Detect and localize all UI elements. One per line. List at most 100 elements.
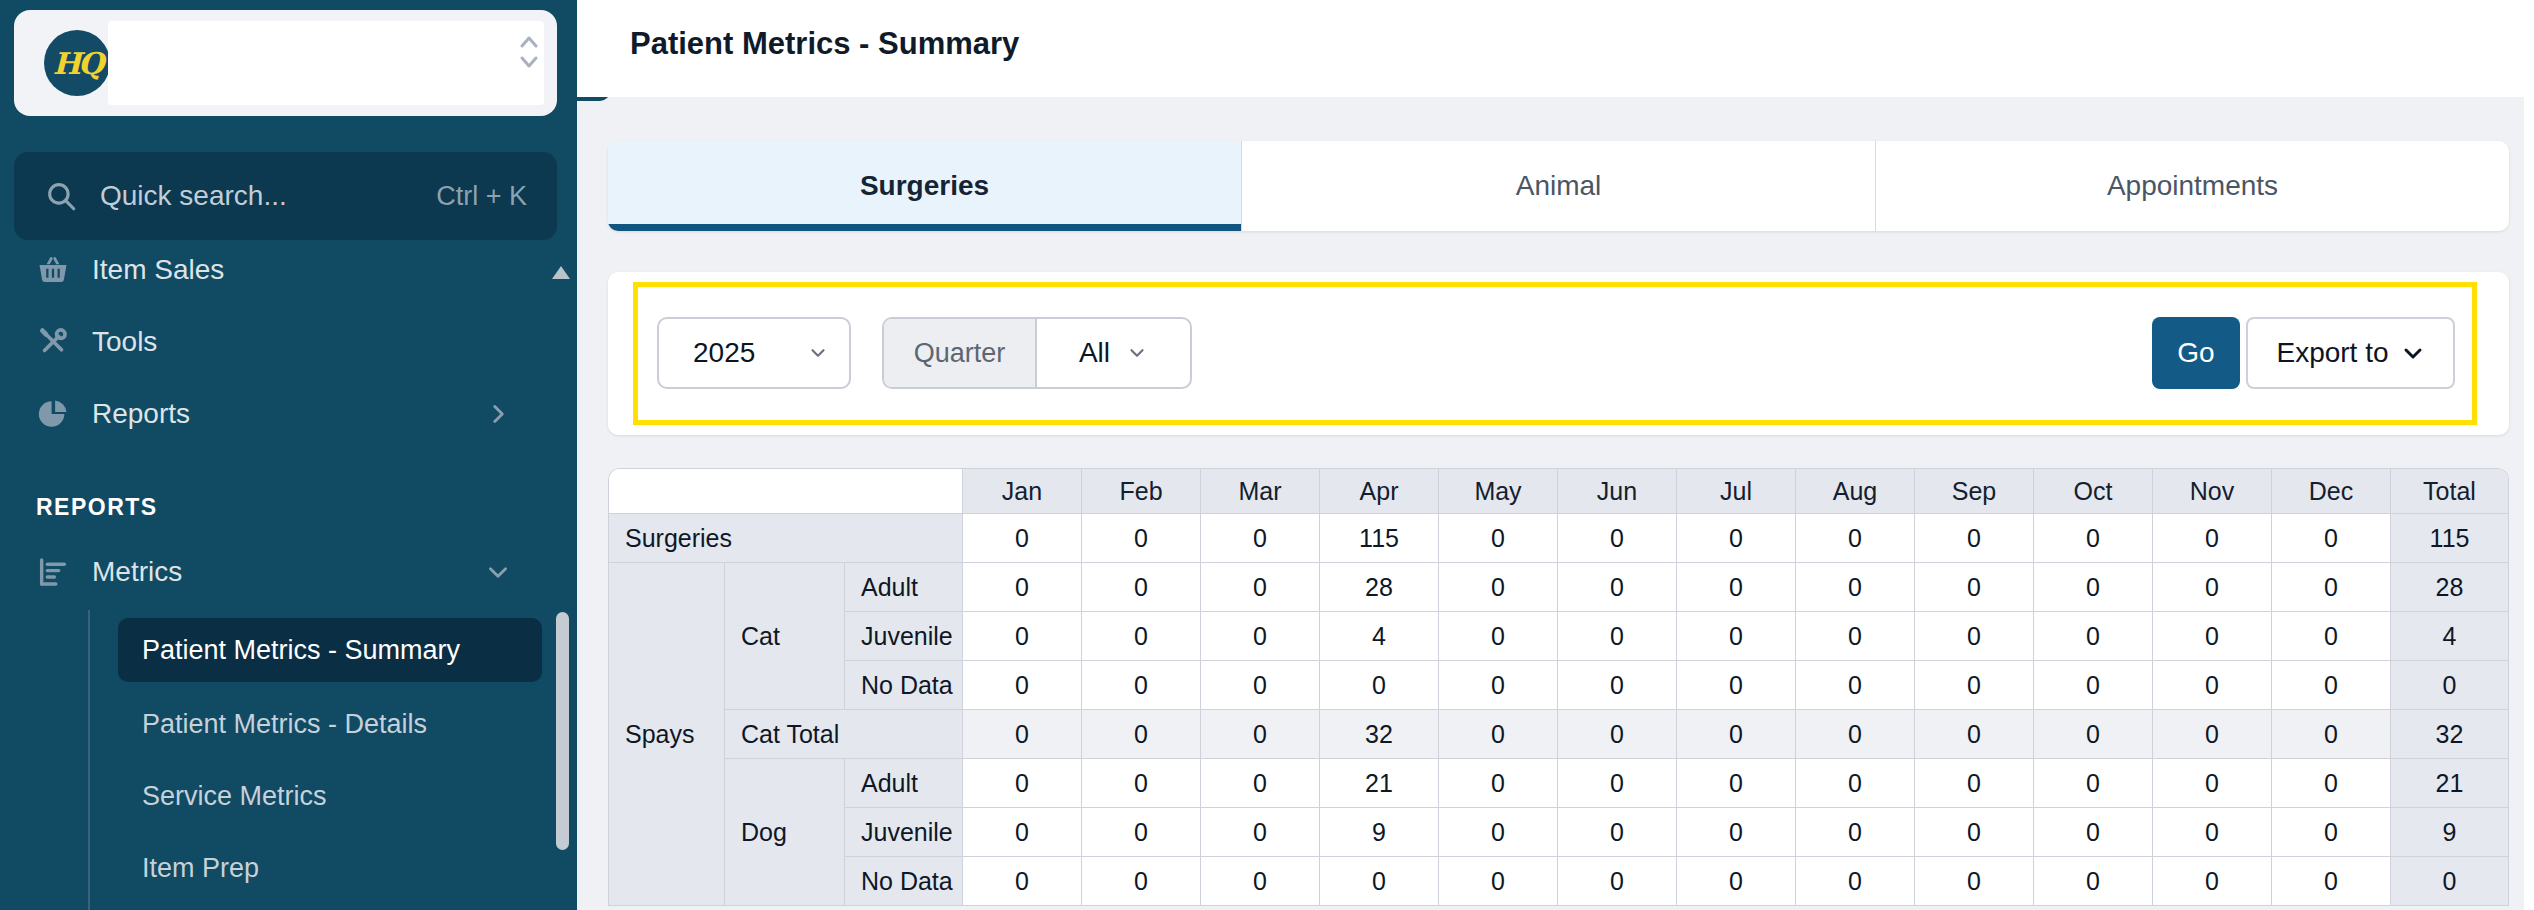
value-cell: 0 — [2153, 710, 2272, 759]
sidebar-item-item-sales[interactable]: Item Sales — [0, 238, 577, 302]
row-label-cell: No Data — [845, 857, 963, 906]
value-cell: 0 — [1558, 759, 1677, 808]
value-cell: 0 — [1677, 808, 1796, 857]
value-cell: 4 — [1320, 612, 1439, 661]
bar-chart-icon — [36, 555, 70, 589]
sidebar-item-patient-metrics-summary[interactable]: Patient Metrics - Summary — [118, 618, 542, 682]
sidebar-item-label: Service Metrics — [142, 781, 327, 812]
value-cell: 0 — [1796, 612, 1915, 661]
month-column-header: Sep — [1915, 469, 2034, 514]
sidebar-item-service-metrics[interactable]: Service Metrics — [118, 764, 542, 828]
value-cell: 0 — [1558, 612, 1677, 661]
filter-bar: 2025 Quarter All Go Export to — [608, 272, 2509, 435]
value-cell: 0 — [1320, 661, 1439, 710]
search-icon — [44, 179, 78, 213]
value-cell: 0 — [1677, 661, 1796, 710]
row-label-cell: Dog — [725, 759, 845, 906]
sidebar-item-label: Item Prep — [142, 853, 259, 884]
tab-surgeries[interactable]: Surgeries — [608, 141, 1242, 231]
value-cell: 0 — [2034, 759, 2153, 808]
value-cell: 0 — [1677, 612, 1796, 661]
value-cell: 9 — [1320, 808, 1439, 857]
row-total-cell: 0 — [2391, 661, 2508, 710]
table-corner-cell — [609, 469, 963, 514]
value-cell: 0 — [1558, 661, 1677, 710]
value-cell: 0 — [963, 563, 1082, 612]
scroll-up-indicator-icon — [552, 266, 570, 279]
value-cell: 0 — [1082, 563, 1201, 612]
value-cell: 0 — [2034, 612, 2153, 661]
value-cell: 0 — [1558, 857, 1677, 906]
year-select-value: 2025 — [693, 337, 755, 369]
value-cell: 0 — [1915, 759, 2034, 808]
month-column-header: Aug — [1796, 469, 1915, 514]
period-select-value: All — [1079, 337, 1110, 369]
main-content: Patient Metrics - Summary Surgeries Anim… — [577, 0, 2534, 910]
value-cell: 0 — [1677, 759, 1796, 808]
value-cell: 0 — [1796, 563, 1915, 612]
value-cell: 0 — [1915, 612, 2034, 661]
sidebar-item-item-prep[interactable]: Item Prep — [118, 836, 542, 900]
table-row: Cat Total000320000000032 — [609, 710, 2508, 759]
year-select[interactable]: 2025 — [657, 317, 851, 389]
sidebar-item-metrics[interactable]: Metrics — [0, 540, 577, 604]
value-cell: 0 — [1677, 514, 1796, 563]
value-cell: 0 — [1796, 857, 1915, 906]
value-cell: 0 — [1082, 857, 1201, 906]
workspace-select[interactable] — [108, 21, 544, 105]
sidebar-item-label: Patient Metrics - Summary — [142, 635, 460, 666]
metrics-table-container: JanFebMarAprMayJunJulAugSepOctNovDecTota… — [608, 468, 2509, 906]
value-cell: 0 — [2153, 563, 2272, 612]
tab-label: Surgeries — [860, 170, 989, 202]
search-shortcut: Ctrl + K — [436, 181, 527, 212]
value-cell: 0 — [1439, 808, 1558, 857]
value-cell: 0 — [1439, 514, 1558, 563]
go-button[interactable]: Go — [2152, 317, 2240, 389]
sidebar-item-reports[interactable]: Reports — [0, 382, 577, 446]
table-row: No Data0000000000000 — [609, 661, 2508, 710]
value-cell: 0 — [2034, 857, 2153, 906]
row-total-cell: 115 — [2391, 514, 2508, 563]
month-column-header: Nov — [2153, 469, 2272, 514]
sidebar-item-tools[interactable]: Tools — [0, 310, 577, 374]
sidebar-scrollbar-thumb[interactable] — [556, 612, 569, 850]
value-cell: 0 — [2153, 612, 2272, 661]
value-cell: 0 — [1082, 808, 1201, 857]
month-column-header: Dec — [2272, 469, 2391, 514]
quick-search[interactable]: Quick search... Ctrl + K — [14, 152, 557, 240]
value-cell: 0 — [1439, 612, 1558, 661]
value-cell: 0 — [2034, 514, 2153, 563]
tab-label: Appointments — [2107, 170, 2278, 202]
chevron-down-icon — [2401, 341, 2425, 365]
row-total-cell: 0 — [2391, 857, 2508, 906]
value-cell: 0 — [2034, 710, 2153, 759]
export-button[interactable]: Export to — [2246, 317, 2455, 389]
value-cell: 0 — [2272, 857, 2391, 906]
sidebar-item-patient-metrics-details[interactable]: Patient Metrics - Details — [118, 692, 542, 756]
value-cell: 0 — [1201, 710, 1320, 759]
sidebar-section-reports: REPORTS — [36, 494, 158, 521]
value-cell: 0 — [1915, 563, 2034, 612]
period-filter-group: Quarter All — [882, 317, 1192, 389]
period-select[interactable]: All — [1037, 319, 1190, 387]
row-label-cell: No Data — [845, 661, 963, 710]
row-label-cell: Cat Total — [725, 710, 963, 759]
value-cell: 0 — [1915, 514, 2034, 563]
value-cell: 0 — [1201, 759, 1320, 808]
row-total-cell: 4 — [2391, 612, 2508, 661]
table-row: Surgeries00011500000000115 — [609, 514, 2508, 563]
tab-animal[interactable]: Animal — [1242, 141, 1876, 231]
value-cell: 0 — [963, 514, 1082, 563]
chevron-down-icon — [485, 559, 511, 585]
row-total-cell: 32 — [2391, 710, 2508, 759]
tab-appointments[interactable]: Appointments — [1876, 141, 2509, 231]
sidebar-item-label: Tools — [92, 326, 157, 358]
value-cell: 0 — [963, 710, 1082, 759]
page-title: Patient Metrics - Summary — [630, 26, 1019, 62]
value-cell: 0 — [1439, 759, 1558, 808]
value-cell: 0 — [1201, 661, 1320, 710]
value-cell: 0 — [1201, 563, 1320, 612]
row-label-cell: Juvenile — [845, 612, 963, 661]
sidebar-item-label: Reports — [92, 398, 190, 430]
month-column-header: Jun — [1558, 469, 1677, 514]
